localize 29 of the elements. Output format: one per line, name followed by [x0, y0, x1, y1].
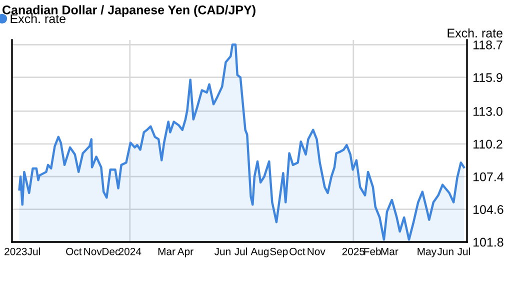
y-tick-label: 101.8	[474, 238, 504, 247]
x-tick-label: Jun	[437, 248, 454, 256]
y-tick-label: 115.9	[474, 73, 502, 82]
x-tick-label: Sep	[270, 248, 288, 258]
y-tick-label: 104.6	[474, 205, 504, 214]
x-tick-label: Dec	[102, 248, 120, 256]
x-tick-label: Oct	[290, 248, 306, 256]
x-tick-label: 2023	[4, 248, 27, 256]
x-tick-label: May	[418, 248, 437, 258]
x-tick-label: Jun	[214, 248, 230, 256]
y-tick-label: 118.7	[474, 40, 502, 50]
x-tick-label: Nov	[84, 248, 102, 256]
x-tick-label: Aug	[250, 248, 269, 258]
x-tick-label: Apr	[177, 248, 194, 258]
x-tick-label: Nov	[308, 248, 326, 256]
x-tick-label: Jul	[457, 248, 470, 256]
y-tick-label: 113.0	[474, 107, 502, 116]
x-tick-label: Mar	[381, 248, 398, 256]
x-tick-label: Jul	[234, 248, 247, 256]
y-axis-title: Exch. rate	[448, 28, 502, 38]
legend-label: Exch. rate	[10, 14, 66, 24]
x-tick-label: 2024	[118, 248, 142, 256]
x-tick-label: 2025	[342, 248, 365, 256]
y-tick-label: 107.4	[474, 172, 504, 182]
x-tick-label: Jul	[27, 248, 40, 256]
y-tick-label: 110.2	[474, 140, 502, 149]
x-tick-label: Oct	[66, 248, 82, 256]
x-tick-label: Feb	[364, 248, 381, 256]
x-tick-label: Mar	[158, 248, 176, 256]
